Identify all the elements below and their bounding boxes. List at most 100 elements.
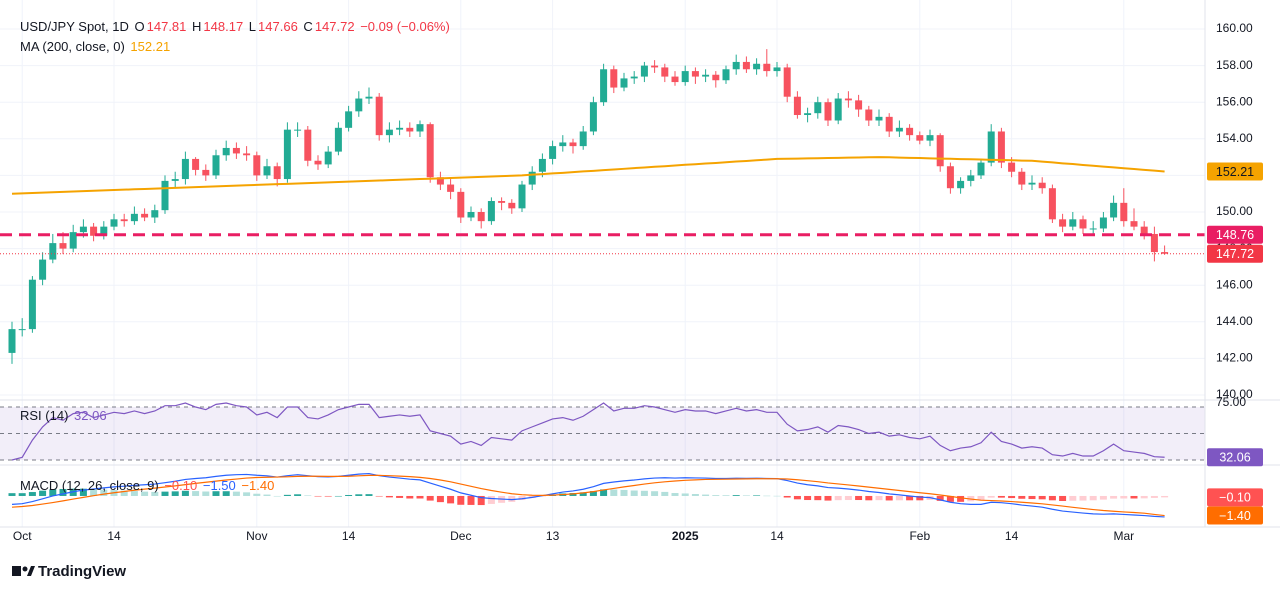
macd-histogram-bar — [691, 494, 699, 496]
macd-line — [11, 472, 1165, 518]
candle-body — [793, 96, 801, 116]
candle-body — [345, 111, 353, 128]
signal-value: −1.40 — [241, 478, 275, 493]
macd-histogram-bar — [661, 491, 669, 496]
candle-body — [549, 146, 557, 159]
macd-histogram-bar — [477, 495, 485, 506]
candle-body — [1130, 221, 1138, 227]
candle-body — [263, 166, 271, 176]
candle-body — [569, 142, 577, 147]
macd-histogram-bar — [334, 495, 342, 497]
macd-histogram-bar — [763, 495, 771, 497]
macd-histogram-bar — [1028, 495, 1036, 500]
macd-histogram-bar — [865, 495, 873, 501]
y-tick-label: 154.00 — [1216, 131, 1253, 145]
candle-body — [977, 162, 985, 176]
macd-histogram-bar — [467, 495, 475, 505]
high-value: 148.17 — [203, 19, 244, 34]
macd-histogram-bar — [192, 491, 200, 496]
candle-body — [355, 98, 363, 112]
macd-histogram-bar — [712, 495, 720, 496]
candle-body — [110, 219, 118, 227]
candle-body — [79, 226, 87, 233]
candle-body — [936, 135, 944, 167]
macd-histogram-bar — [824, 495, 832, 501]
x-tick-label: Feb — [909, 529, 930, 543]
grid — [0, 0, 1205, 527]
macd-histogram-bar — [702, 494, 710, 496]
rsi-line — [11, 402, 1165, 461]
candle-body — [1008, 162, 1016, 172]
candle-body — [222, 147, 230, 156]
price-label-box — [1207, 162, 1263, 181]
y-tick-label: 158.00 — [1216, 58, 1253, 72]
candle-body — [467, 212, 475, 218]
candle-body — [834, 98, 842, 121]
candle-body — [436, 177, 444, 185]
candle-body — [763, 63, 771, 72]
candle-body — [783, 67, 791, 97]
macd-histogram-bar — [39, 490, 47, 496]
price-label: 148.76 — [1216, 228, 1254, 242]
macd-histogram-bar — [100, 489, 108, 496]
candle-body — [916, 135, 924, 141]
candle-body — [804, 113, 812, 116]
x-tick-label: 14 — [342, 529, 356, 543]
macd-histogram-bar — [396, 495, 404, 498]
candle-body — [630, 76, 638, 79]
y-tick-label: 150.00 — [1216, 204, 1253, 218]
tradingview-logo: TradingView — [12, 563, 126, 580]
candle-body — [855, 100, 863, 110]
candle-body — [283, 129, 291, 180]
macd-histogram-bar — [406, 495, 414, 499]
macd-histogram-bar — [1089, 495, 1097, 501]
candle-body — [691, 71, 699, 77]
candle-body — [1018, 171, 1026, 185]
x-tick-label: Nov — [246, 529, 267, 543]
macd-histogram-bar — [651, 491, 659, 496]
ohlc-letter: O — [134, 19, 145, 34]
macd-histogram-bar — [773, 495, 781, 497]
macd-histogram-bar — [314, 495, 322, 497]
candle-body — [742, 61, 750, 70]
macd-histogram-bar — [130, 491, 138, 496]
macd-histogram-bar — [273, 495, 281, 497]
macd-histogram-bar — [946, 495, 954, 502]
macd-histogram-bar — [885, 495, 893, 501]
candle-body — [661, 67, 669, 77]
macd-histogram-bar — [875, 495, 883, 501]
macd-histogram-bar — [385, 495, 393, 498]
macd-histogram-bar — [732, 495, 740, 496]
macd-histogram-bar — [28, 492, 36, 496]
y-tick-label: 144.00 — [1216, 314, 1253, 328]
candle-body — [1028, 182, 1036, 185]
y-tick-label: 160.00 — [1216, 21, 1253, 35]
macd-histogram-bar — [161, 491, 169, 496]
candle-body — [457, 191, 465, 218]
macd-histogram-bar — [997, 495, 1005, 498]
price-label-box — [1207, 488, 1263, 507]
macd-histogram-bar — [1150, 495, 1158, 498]
candle-body — [926, 135, 934, 141]
candle-body — [1161, 252, 1169, 254]
candle-body — [1140, 226, 1148, 234]
moving-average — [11, 156, 1165, 195]
candle-body — [620, 78, 628, 88]
candle-body — [161, 180, 169, 211]
macd-histogram-bar — [1059, 495, 1067, 502]
candle-body — [753, 63, 761, 70]
macd-histogram-bar — [375, 495, 383, 497]
x-tick-label: 14 — [770, 529, 784, 543]
macd-histogram-bar — [589, 491, 597, 496]
candle-body — [396, 127, 404, 130]
macd-histogram-bar — [212, 491, 220, 496]
candle-body — [487, 201, 495, 222]
y-tick-label: 75.00 — [1216, 395, 1246, 409]
macd-histogram-bar — [457, 495, 465, 505]
price-label-box — [1207, 506, 1263, 525]
symbol: USD/JPY Spot, 1D — [20, 19, 129, 34]
candle-body — [1089, 228, 1097, 230]
macd-histogram-bar — [804, 495, 812, 501]
brand: TradingView — [38, 563, 126, 580]
